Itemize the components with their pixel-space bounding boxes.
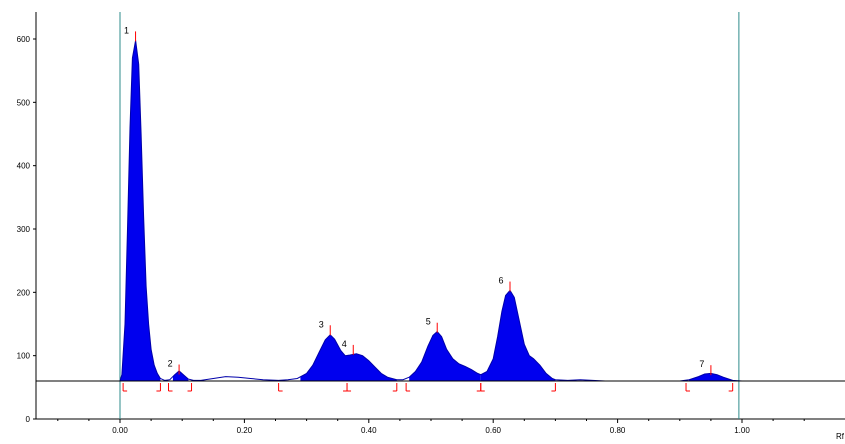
peak-fill-area bbox=[300, 335, 397, 381]
peak-fill-area bbox=[409, 332, 481, 381]
peak-label: 1 bbox=[124, 25, 129, 35]
x-tick-label: 0.40 bbox=[361, 426, 377, 435]
y-tick-label: 400 bbox=[17, 162, 31, 171]
x-tick-label: 0.20 bbox=[237, 426, 253, 435]
x-tick-label: 0.80 bbox=[610, 426, 626, 435]
peak-fill-area bbox=[480, 291, 556, 381]
x-tick-label: 0.00 bbox=[112, 426, 128, 435]
density-trace bbox=[39, 40, 842, 382]
peak-label: 4 bbox=[342, 339, 347, 349]
x-axis-label: Rf bbox=[836, 432, 845, 439]
peak-fill-area bbox=[689, 373, 733, 381]
y-tick-label: 0 bbox=[26, 415, 31, 424]
peak-label: 3 bbox=[319, 319, 324, 329]
y-tick-label: 600 bbox=[17, 35, 31, 44]
x-tick-label: 0.60 bbox=[485, 426, 501, 435]
y-tick-label: 300 bbox=[17, 225, 31, 234]
peak-label: 2 bbox=[168, 359, 173, 369]
peak-label: 5 bbox=[426, 317, 431, 327]
x-tick-label: 1.00 bbox=[734, 426, 750, 435]
y-tick-label: 200 bbox=[17, 288, 31, 297]
peak-label: 7 bbox=[699, 359, 704, 369]
y-tick-label: 100 bbox=[17, 352, 31, 361]
peak-label: 6 bbox=[498, 276, 503, 286]
y-tick-label: 500 bbox=[17, 98, 31, 107]
peak-fill-area bbox=[120, 40, 161, 381]
